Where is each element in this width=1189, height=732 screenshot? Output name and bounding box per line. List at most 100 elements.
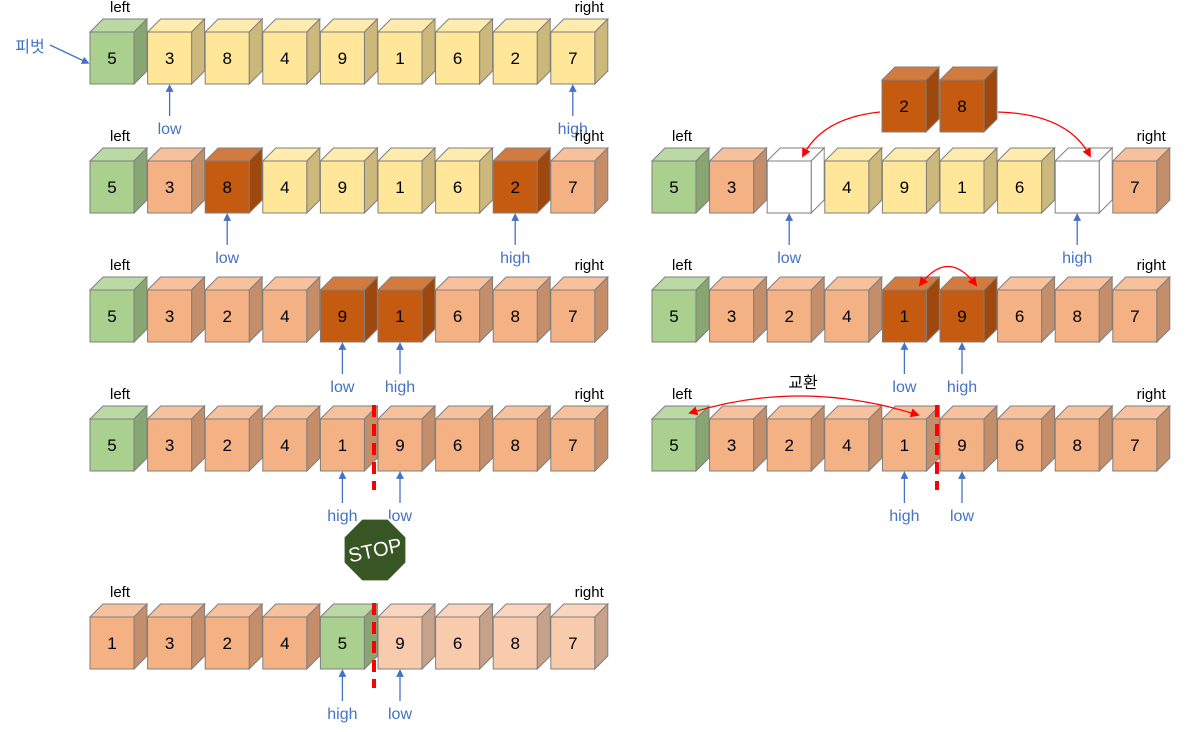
cube-value: 1	[900, 436, 909, 455]
cube-value: 9	[957, 307, 966, 326]
array-cell: 1	[882, 277, 939, 342]
left-label: left	[672, 386, 693, 403]
array-cell: 3	[148, 604, 205, 669]
cube-value: 4	[842, 178, 851, 197]
left-label: left	[110, 584, 131, 601]
cube-value: 6	[453, 307, 462, 326]
array-cell: 6	[998, 277, 1055, 342]
high-pointer-label: high	[327, 706, 357, 723]
array-cell: 2	[767, 406, 824, 471]
floating-cell: 8	[940, 67, 997, 132]
array-cell: 5	[90, 148, 147, 213]
cube-value: 9	[395, 634, 404, 653]
array-cell: 3	[148, 277, 205, 342]
cube-value: 6	[453, 49, 462, 68]
cube-value: 9	[338, 178, 347, 197]
cube-value: 8	[222, 178, 231, 197]
array-row-r8: 5 3 2 4 1 9 6 8 7left righthigh low	[652, 386, 1170, 525]
cube-value: 5	[107, 307, 116, 326]
cube-value: 7	[1130, 178, 1139, 197]
array-cell: 2	[205, 277, 262, 342]
cube-value: 8	[510, 634, 519, 653]
array-cell: 5	[90, 19, 147, 84]
array-cell: 4	[263, 277, 320, 342]
cube-value: 3	[165, 49, 174, 68]
cube-value: 4	[280, 307, 289, 326]
pivot-arrow	[50, 45, 86, 62]
cube-value: 3	[165, 436, 174, 455]
array-cell: 1	[90, 604, 147, 669]
array-cell: 9	[882, 148, 939, 213]
cube-value: 4	[842, 436, 851, 455]
array-cell: 7	[551, 406, 608, 471]
cube-value: 9	[338, 307, 347, 326]
array-cell: 9	[320, 148, 377, 213]
cube-value: 2	[784, 436, 793, 455]
array-cell: 4	[263, 19, 320, 84]
array-cell: 2	[205, 604, 262, 669]
cube-value: 8	[957, 97, 966, 116]
cube-value: 5	[669, 178, 678, 197]
cube-value: 3	[727, 178, 736, 197]
right-label: right	[1137, 257, 1167, 274]
high-pointer-label: high	[385, 379, 415, 396]
right-label: right	[575, 128, 605, 145]
array-cell: 7	[1113, 406, 1170, 471]
cube-value: 5	[107, 178, 116, 197]
array-cell: 6	[436, 19, 493, 84]
cube-value: 4	[280, 634, 289, 653]
array-cell: 6	[436, 406, 493, 471]
array-cell: 7	[1113, 277, 1170, 342]
array-cell: 9	[320, 277, 377, 342]
cube-value: 4	[280, 178, 289, 197]
cube-value: 1	[395, 49, 404, 68]
cube-value: 4	[280, 49, 289, 68]
cube-value: 5	[669, 307, 678, 326]
right-label: right	[1137, 128, 1167, 145]
right-label: right	[1137, 386, 1167, 403]
cube-value: 5	[338, 634, 347, 653]
cube-value: 3	[165, 634, 174, 653]
cube-value: 2	[784, 307, 793, 326]
floating-swap-cubes: 28	[882, 67, 997, 132]
cube-value: 8	[510, 307, 519, 326]
left-label: left	[672, 128, 693, 145]
array-row-r2: 5 3 8 4 9 1 6 2 7 left right low high	[90, 128, 608, 267]
array-cell: 3	[710, 277, 767, 342]
cube-value: 2	[510, 178, 519, 197]
array-cell	[767, 148, 824, 213]
array-cell: 3	[148, 19, 205, 84]
array-cell: 8	[205, 19, 262, 84]
cube-value: 9	[395, 436, 404, 455]
cube-value: 8	[222, 49, 231, 68]
array-cell: 8	[493, 277, 550, 342]
low-pointer-label: low	[215, 250, 239, 267]
array-cell: 1	[940, 148, 997, 213]
array-cell: 9	[320, 19, 377, 84]
right-label: right	[575, 584, 605, 601]
cube-value: 1	[900, 307, 909, 326]
cube-value: 3	[165, 178, 174, 197]
array-row-r5: 1 3 2 4 5 9 6 8 7left righthigh low	[90, 584, 608, 723]
cube-value: 4	[842, 307, 851, 326]
array-cell: 5	[652, 277, 709, 342]
cube-value: 7	[1130, 436, 1139, 455]
cube-value: 9	[900, 178, 909, 197]
left-label: left	[110, 0, 131, 16]
cube-value: 7	[568, 49, 577, 68]
rows-layer: 5 3 8 4 9 1 6 2 7left rightlow high5 3 8 4 9 1 6 2 7left ri…	[90, 0, 1170, 723]
left-label: left	[110, 257, 131, 274]
cube-value: 3	[165, 307, 174, 326]
cube-value: 3	[727, 436, 736, 455]
cube-value: 1	[395, 307, 404, 326]
swap-label: 교환	[788, 374, 818, 392]
cube-value: 9	[338, 49, 347, 68]
cube-value: 8	[1072, 436, 1081, 455]
array-cell: 2	[493, 19, 550, 84]
cube-value: 6	[453, 436, 462, 455]
array-row-r4: 5 3 2 4 1 9 6 8 7left righthigh low	[90, 386, 608, 525]
array-cell: 9	[378, 604, 435, 669]
array-cell: 8	[205, 148, 262, 213]
array-cell: 1	[320, 406, 377, 471]
